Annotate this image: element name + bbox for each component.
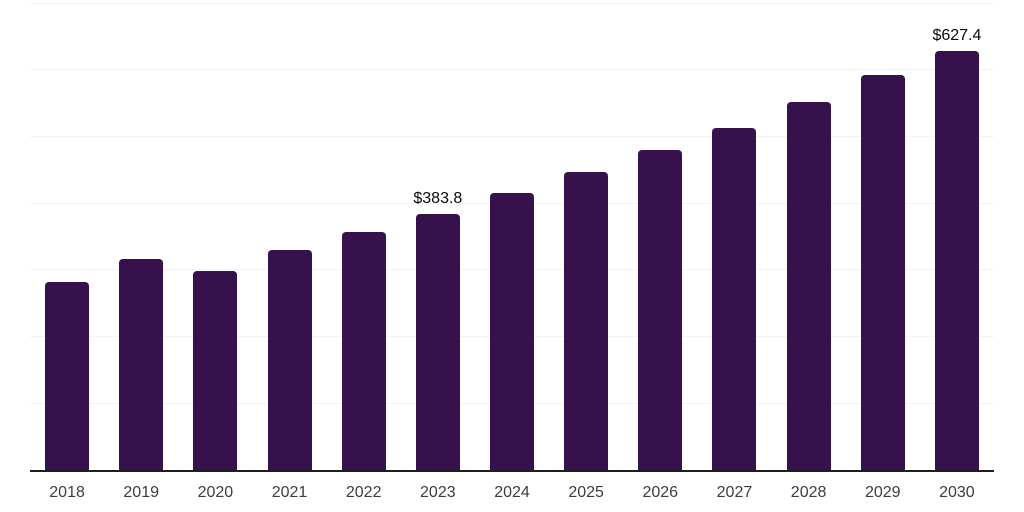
x-tick-2023: 2023 bbox=[420, 484, 456, 501]
gridline bbox=[30, 69, 994, 71]
bar-2018 bbox=[45, 281, 90, 470]
x-axis-line bbox=[30, 470, 994, 472]
bar-2019 bbox=[119, 259, 164, 470]
bar-2021 bbox=[267, 249, 312, 470]
x-tick-2027: 2027 bbox=[716, 484, 753, 501]
data-label-2023: $383.8 bbox=[413, 189, 463, 207]
gridline bbox=[30, 135, 994, 137]
bar-2025 bbox=[564, 172, 609, 470]
bar-2028 bbox=[786, 102, 831, 470]
x-tick-2020: 2020 bbox=[197, 484, 234, 501]
data-label-2030: $627.4 bbox=[932, 27, 982, 45]
bar-2026 bbox=[638, 150, 683, 470]
x-tick-2030: 2030 bbox=[939, 484, 975, 501]
x-tick-2019: 2019 bbox=[123, 484, 159, 501]
x-tick-2022: 2022 bbox=[345, 484, 382, 501]
x-tick-2026: 2026 bbox=[642, 484, 679, 501]
gridline bbox=[30, 2, 994, 4]
x-tick-2025: 2025 bbox=[568, 484, 604, 501]
bar-2023 bbox=[415, 213, 460, 470]
x-tick-2029: 2029 bbox=[864, 484, 901, 501]
bar-2022 bbox=[341, 231, 386, 470]
bar-2024 bbox=[490, 193, 534, 470]
x-tick-2028: 2028 bbox=[790, 484, 827, 501]
bar-2020 bbox=[193, 270, 238, 470]
x-tick-2024: 2024 bbox=[494, 484, 530, 501]
bar-2029 bbox=[860, 75, 905, 470]
x-tick-2018: 2018 bbox=[49, 484, 85, 501]
bar-2027 bbox=[712, 128, 757, 470]
bar-2030 bbox=[934, 51, 979, 470]
x-tick-2021: 2021 bbox=[271, 484, 308, 501]
